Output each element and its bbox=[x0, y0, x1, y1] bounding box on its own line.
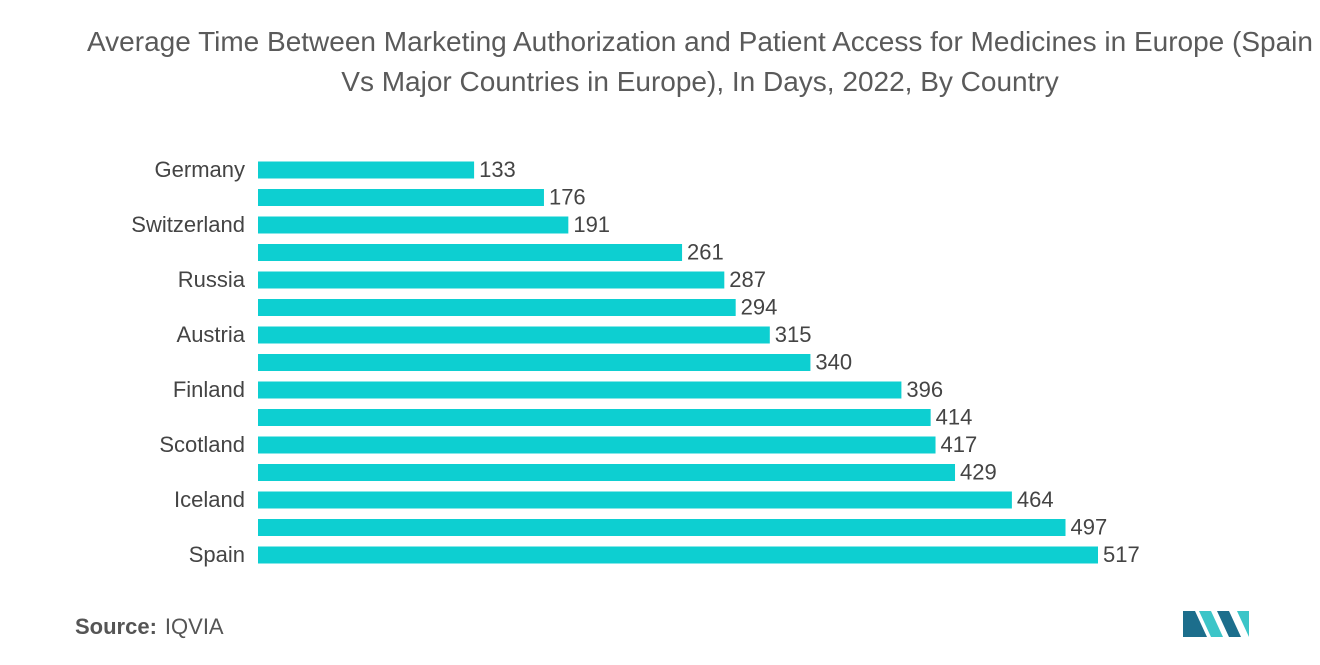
value-label: 287 bbox=[729, 267, 766, 292]
chart-title: Average Time Between Marketing Authoriza… bbox=[87, 26, 1313, 97]
bar bbox=[258, 381, 902, 399]
y-tick-label: Finland bbox=[173, 377, 245, 402]
y-tick-label: Austria bbox=[177, 322, 246, 347]
bar bbox=[258, 436, 936, 454]
value-label: 396 bbox=[906, 377, 943, 402]
bar bbox=[258, 244, 683, 261]
value-label: 414 bbox=[936, 404, 973, 429]
bar bbox=[258, 161, 475, 179]
y-tick-label: Germany bbox=[155, 157, 245, 182]
value-label: 261 bbox=[687, 239, 724, 264]
bar bbox=[258, 326, 770, 344]
value-label: 429 bbox=[960, 459, 997, 484]
source-label: Source: bbox=[75, 614, 157, 639]
source-text: IQVIA bbox=[164, 614, 224, 639]
y-tick-label: Switzerland bbox=[131, 212, 245, 237]
bar bbox=[258, 189, 544, 206]
value-label: 294 bbox=[741, 294, 778, 319]
value-label: 176 bbox=[549, 184, 586, 209]
bar bbox=[258, 464, 956, 481]
y-tick-label: Scotland bbox=[159, 432, 245, 457]
bar bbox=[258, 216, 569, 234]
value-label: 464 bbox=[1017, 487, 1054, 512]
source: Source: IQVIA bbox=[75, 614, 224, 640]
bar bbox=[258, 271, 725, 289]
y-tick-label: Russia bbox=[178, 267, 246, 292]
value-label: 340 bbox=[815, 349, 852, 374]
bar bbox=[258, 409, 931, 426]
bar bbox=[258, 546, 1098, 564]
bar bbox=[258, 354, 811, 371]
logo bbox=[1183, 611, 1249, 637]
value-label: 417 bbox=[941, 432, 978, 457]
bar bbox=[258, 519, 1066, 536]
value-label: 497 bbox=[1071, 514, 1108, 539]
y-tick-label: Iceland bbox=[174, 487, 245, 512]
value-label: 133 bbox=[479, 157, 516, 182]
value-label: 315 bbox=[775, 322, 812, 347]
y-tick-label: Spain bbox=[189, 542, 245, 567]
value-label: 191 bbox=[573, 212, 610, 237]
value-label: 517 bbox=[1103, 542, 1140, 567]
bar bbox=[258, 299, 736, 316]
bar bbox=[258, 491, 1012, 509]
